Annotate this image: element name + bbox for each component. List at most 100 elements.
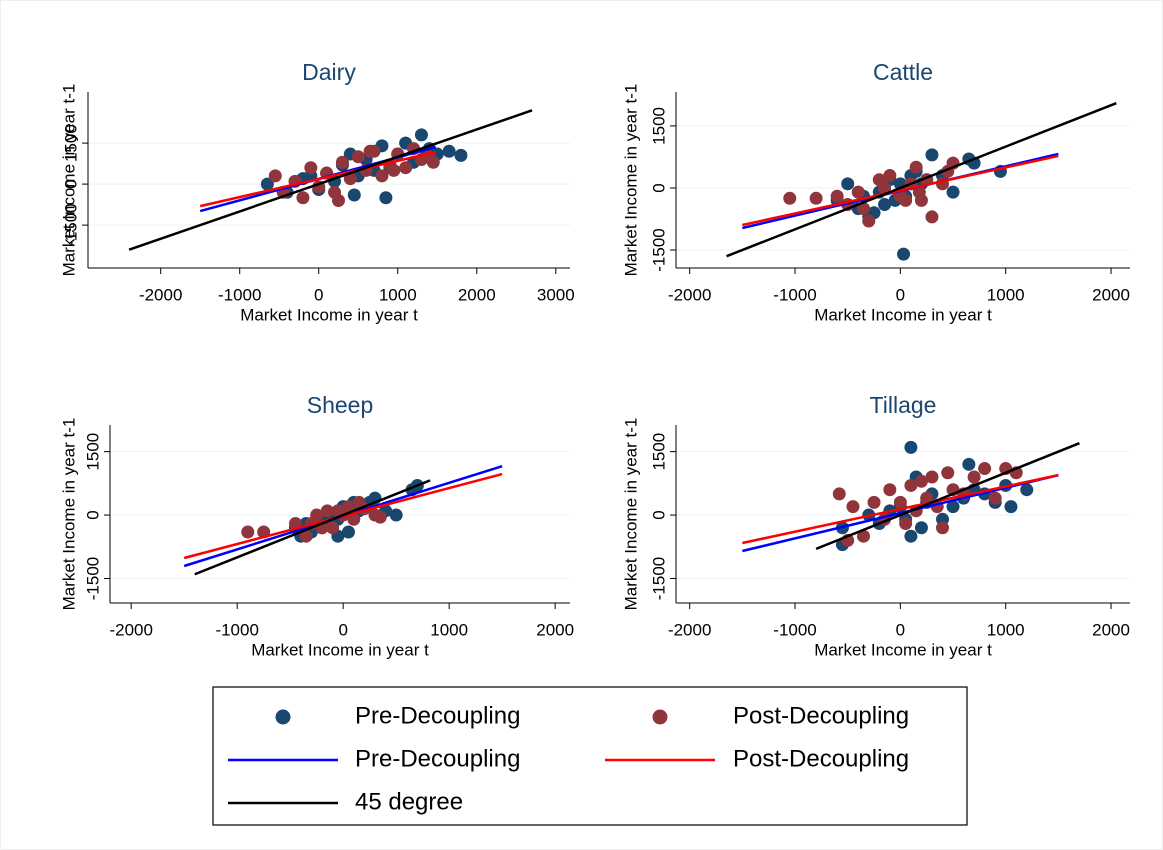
x-tick-label: -2000 bbox=[109, 620, 152, 639]
scatter-point bbox=[832, 487, 846, 501]
x-tick-label: 1000 bbox=[987, 285, 1025, 304]
scatter-point bbox=[341, 525, 355, 539]
scatter-point bbox=[442, 144, 456, 158]
scatter-point bbox=[856, 202, 870, 216]
scatter-point bbox=[962, 457, 976, 471]
x-tick-label: -2000 bbox=[668, 620, 711, 639]
scatter-point bbox=[893, 495, 907, 509]
scatter-point bbox=[883, 483, 897, 497]
scatter-point bbox=[978, 462, 992, 476]
scatter-point bbox=[347, 512, 361, 526]
x-tick-label: 0 bbox=[896, 620, 905, 639]
x-tick-label: -1000 bbox=[773, 620, 816, 639]
scatter-point bbox=[899, 517, 913, 531]
scatter-point bbox=[909, 160, 923, 174]
scatter-point bbox=[878, 181, 892, 195]
scatter-point bbox=[1004, 500, 1018, 514]
y-axis-label: Market Income in year t-1 bbox=[59, 418, 78, 611]
scatter-point bbox=[925, 470, 939, 484]
legend-marker bbox=[275, 709, 291, 725]
scatter-point bbox=[363, 144, 377, 158]
x-tick-label: 1000 bbox=[987, 620, 1025, 639]
scatter-point bbox=[326, 521, 340, 535]
legend-label: Pre-Decoupling bbox=[355, 702, 520, 729]
fit-line bbox=[742, 154, 1059, 227]
scatter-point bbox=[387, 163, 401, 177]
x-tick-label: -1000 bbox=[215, 620, 258, 639]
scatter-point bbox=[846, 500, 860, 514]
y-tick-label: 0 bbox=[83, 510, 102, 519]
legend-label: 45 degree bbox=[355, 788, 463, 815]
scatter-point bbox=[904, 440, 918, 454]
x-tick-label: 2000 bbox=[458, 285, 496, 304]
scatter-point bbox=[925, 148, 939, 162]
scatter-point bbox=[335, 155, 349, 169]
y-axis-label: Market Income in year t-1 bbox=[621, 84, 640, 277]
y-tick-label: 0 bbox=[649, 183, 668, 192]
panel-title: Dairy bbox=[302, 59, 356, 85]
y-tick-label: -1500 bbox=[649, 228, 668, 271]
x-axis-label: Market Income in year t bbox=[814, 305, 992, 324]
scatter-point bbox=[936, 521, 950, 535]
y-axis-label: Market Income in year t-1 bbox=[621, 418, 640, 611]
x-tick-label: -1000 bbox=[218, 285, 261, 304]
y-tick-label: -1500 bbox=[649, 557, 668, 600]
x-tick-label: 0 bbox=[314, 285, 323, 304]
scatter-point bbox=[912, 185, 926, 199]
x-tick-label: 1000 bbox=[379, 285, 417, 304]
scatter-point bbox=[347, 188, 361, 202]
x-axis-label: Market Income in year t bbox=[814, 640, 992, 659]
scatter-point bbox=[331, 193, 345, 207]
legend-label: Pre-Decoupling bbox=[355, 745, 520, 772]
scatter-point bbox=[809, 191, 823, 205]
scatter-point bbox=[1020, 483, 1034, 497]
y-tick-label: -1500 bbox=[61, 203, 80, 246]
scatter-point bbox=[851, 185, 865, 199]
x-tick-label: 0 bbox=[896, 285, 905, 304]
scatter-point bbox=[988, 491, 1002, 505]
x-axis-label: Market Income in year t bbox=[240, 305, 418, 324]
fit-line bbox=[742, 473, 1059, 553]
scatter-point bbox=[399, 161, 413, 175]
scatter-point bbox=[241, 525, 255, 539]
y-tick-label: 1500 bbox=[649, 433, 668, 471]
legend-label: Post-Decoupling bbox=[733, 745, 909, 772]
scatter-point bbox=[856, 529, 870, 543]
scatter-point bbox=[967, 470, 981, 484]
x-tick-label: 0 bbox=[338, 620, 347, 639]
y-tick-label: 1500 bbox=[649, 107, 668, 145]
x-tick-label: 2000 bbox=[536, 620, 574, 639]
legend-label: Post-Decoupling bbox=[733, 702, 909, 729]
fit-line bbox=[194, 479, 431, 576]
fit-line bbox=[742, 473, 1059, 545]
scatter-point bbox=[883, 169, 897, 183]
scatter-point bbox=[373, 510, 387, 524]
scatter-point bbox=[299, 529, 313, 543]
scatter-point bbox=[783, 191, 797, 205]
x-tick-label: -2000 bbox=[139, 285, 182, 304]
scatter-point bbox=[914, 474, 928, 488]
scatter-point bbox=[897, 247, 911, 261]
scatter-point bbox=[904, 529, 918, 543]
scatter-point bbox=[304, 161, 318, 175]
legend-box bbox=[212, 686, 968, 826]
x-tick-label: -2000 bbox=[668, 285, 711, 304]
panel-title: Sheep bbox=[307, 392, 374, 418]
scatter-point bbox=[268, 169, 282, 183]
scatter-point bbox=[379, 191, 393, 205]
scatter-point bbox=[260, 177, 274, 191]
scatter-point bbox=[389, 508, 403, 522]
scatter-point bbox=[867, 495, 881, 509]
y-axis-label: Market Income in year t-1 bbox=[59, 84, 78, 277]
scatter-point bbox=[899, 193, 913, 207]
scatter-point bbox=[878, 198, 892, 212]
y-tick-label: 0 bbox=[649, 510, 668, 519]
fit-line bbox=[199, 150, 436, 208]
panel-title: Cattle bbox=[873, 59, 933, 85]
scatter-point bbox=[841, 177, 855, 191]
scatter-point bbox=[375, 169, 389, 183]
y-tick-label: 1500 bbox=[83, 433, 102, 471]
x-tick-label: 1000 bbox=[430, 620, 468, 639]
scatter-point bbox=[414, 128, 428, 142]
fit-line bbox=[726, 102, 1117, 258]
